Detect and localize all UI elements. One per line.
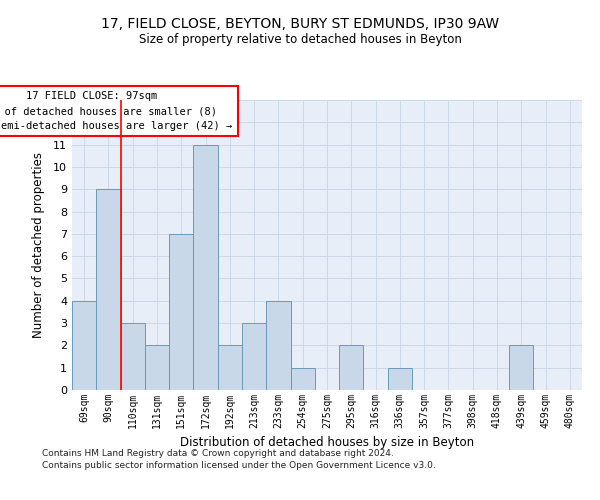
Bar — [72, 301, 96, 390]
Bar — [121, 323, 145, 390]
Bar — [218, 346, 242, 390]
Text: 17, FIELD CLOSE, BEYTON, BURY ST EDMUNDS, IP30 9AW: 17, FIELD CLOSE, BEYTON, BURY ST EDMUNDS… — [101, 18, 499, 32]
Bar — [339, 346, 364, 390]
Y-axis label: Number of detached properties: Number of detached properties — [32, 152, 44, 338]
Bar — [242, 323, 266, 390]
Bar — [145, 346, 169, 390]
Bar — [266, 301, 290, 390]
Bar — [193, 144, 218, 390]
Bar — [290, 368, 315, 390]
Text: Size of property relative to detached houses in Beyton: Size of property relative to detached ho… — [139, 32, 461, 46]
Text: Contains HM Land Registry data © Crown copyright and database right 2024.: Contains HM Land Registry data © Crown c… — [42, 448, 394, 458]
Bar — [509, 346, 533, 390]
Bar — [388, 368, 412, 390]
Bar — [169, 234, 193, 390]
Bar — [96, 189, 121, 390]
Text: 17 FIELD CLOSE: 97sqm
← 16% of detached houses are smaller (8)
84% of semi-detac: 17 FIELD CLOSE: 97sqm ← 16% of detached … — [0, 92, 233, 131]
Text: Contains public sector information licensed under the Open Government Licence v3: Contains public sector information licen… — [42, 461, 436, 470]
X-axis label: Distribution of detached houses by size in Beyton: Distribution of detached houses by size … — [180, 436, 474, 450]
